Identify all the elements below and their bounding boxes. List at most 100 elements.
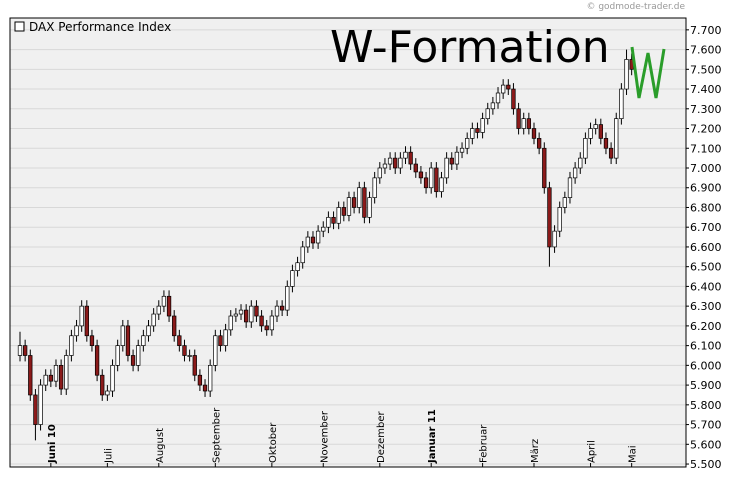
candle-body	[372, 177, 377, 198]
y-tick-label: 7.600	[690, 44, 722, 57]
candle-body	[444, 157, 449, 179]
candle-body	[110, 365, 115, 392]
w-annotation	[630, 46, 666, 99]
y-tick-label: 7.500	[690, 63, 722, 76]
candle-body	[526, 118, 532, 129]
x-tick-label: September	[211, 407, 222, 463]
candle-body	[259, 315, 264, 327]
source: © godmode-trader.de	[586, 2, 685, 12]
candle-body	[506, 84, 511, 90]
candle-body	[331, 216, 336, 224]
candle-body	[387, 157, 393, 165]
candle-body	[79, 305, 84, 327]
candle-body	[351, 197, 357, 208]
candle-body	[100, 374, 105, 396]
legend-label: DAX Performance Index	[29, 20, 171, 34]
y-tick-label: 6.500	[690, 261, 722, 274]
candle-body	[233, 313, 239, 317]
candle-body	[130, 355, 136, 366]
candle-body	[74, 325, 79, 337]
candle-body	[490, 102, 496, 110]
candle-body	[439, 177, 444, 193]
candle-body	[48, 374, 53, 382]
candle-body	[465, 138, 470, 149]
candle-body	[393, 157, 398, 169]
plot-area	[10, 18, 686, 467]
candle-body	[552, 230, 557, 248]
y-tick-label: 6.300	[690, 300, 722, 313]
candle-body	[58, 365, 64, 390]
x-tick-label: April	[587, 440, 598, 463]
y-tick-label: 6.000	[690, 359, 722, 372]
candle-body	[454, 151, 460, 165]
candle-body	[43, 374, 48, 386]
candle-body	[197, 374, 203, 386]
candle-body	[413, 163, 418, 173]
candle-body	[614, 118, 619, 159]
candle-body	[223, 329, 228, 346]
y-tick-label: 5.800	[690, 399, 722, 412]
candle-body	[300, 246, 305, 264]
x-tick-label: Oktober	[268, 422, 279, 463]
candle-body	[269, 315, 275, 331]
candle-body	[367, 197, 372, 218]
candle-body	[202, 384, 208, 392]
candle-body	[161, 295, 167, 307]
candle-body	[516, 108, 521, 129]
candle-body	[542, 147, 547, 189]
candle-body	[346, 197, 352, 216]
candle-body	[305, 236, 310, 248]
x-tick-label: Februar	[479, 424, 490, 463]
candle-body	[156, 305, 161, 315]
candle-body	[603, 138, 609, 149]
x-tick-label: März	[530, 439, 541, 463]
candle-body	[536, 138, 542, 149]
x-tick-label: November	[319, 410, 330, 463]
candle-body	[310, 236, 316, 244]
candle-body	[28, 355, 33, 396]
candle-body	[136, 345, 141, 366]
candle-body	[290, 270, 295, 287]
candle-body	[398, 157, 403, 169]
candle-body	[295, 262, 300, 271]
candle-body	[64, 355, 69, 390]
candle-body	[341, 207, 346, 216]
candle-body	[146, 325, 151, 337]
y-tick-label: 6.600	[690, 241, 722, 254]
candle-body	[249, 305, 254, 323]
candle-body	[53, 365, 59, 382]
candle-body	[84, 305, 89, 337]
candle-body	[357, 187, 362, 208]
candle-body	[531, 128, 537, 139]
candle-body	[619, 88, 624, 120]
candle-body	[38, 384, 43, 425]
y-tick-label: 7.700	[690, 24, 722, 37]
candle-body	[495, 92, 501, 104]
y-tick-label: 5.600	[690, 438, 722, 451]
candle-body	[423, 177, 429, 189]
candle-body	[192, 355, 197, 376]
candle-body	[94, 345, 100, 376]
candle-body	[254, 305, 259, 317]
candle-body	[583, 138, 588, 159]
candle-body	[182, 345, 187, 356]
candle-body	[315, 230, 321, 244]
candle-body	[166, 295, 172, 317]
candle-body	[408, 151, 413, 165]
x-tick-label: Mai	[628, 445, 639, 463]
candle-body	[485, 108, 490, 120]
candle-body	[125, 325, 131, 356]
candle-body	[578, 157, 583, 169]
x-tick-label: Juli	[103, 448, 114, 464]
candle-body	[285, 286, 290, 311]
x-tick-label: Dezember	[376, 411, 387, 463]
chart-title: W-Formation	[330, 22, 610, 73]
candle-body	[33, 394, 38, 425]
candle-body	[598, 124, 603, 139]
candle-body	[321, 226, 326, 232]
candle-body	[470, 128, 475, 139]
candle-body	[382, 163, 388, 169]
y-tick-label: 6.100	[690, 340, 722, 353]
candle-body	[228, 315, 233, 331]
